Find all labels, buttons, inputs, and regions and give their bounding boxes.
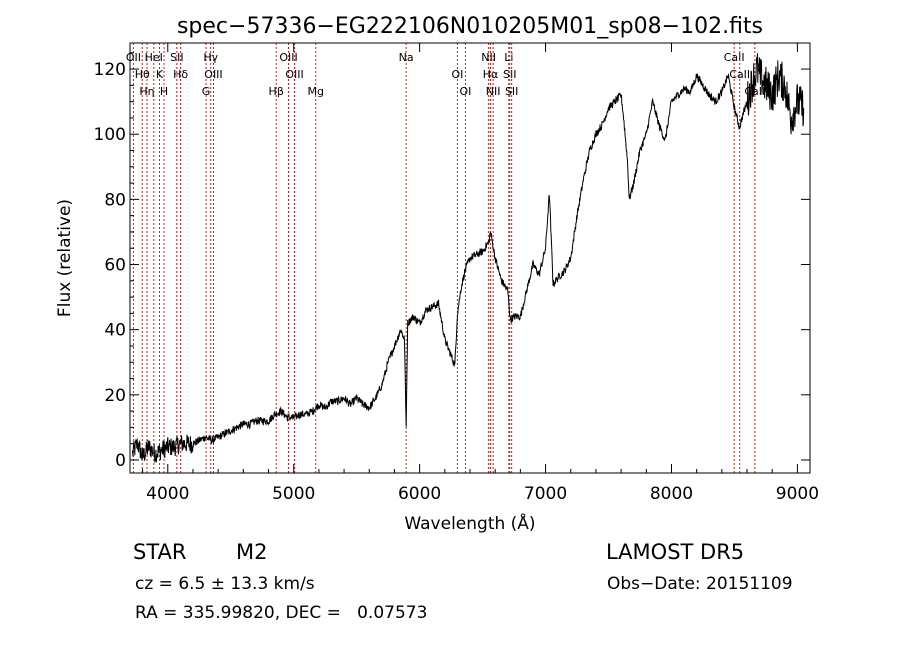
marker-label: Hβ	[269, 85, 284, 98]
marker-label: Li	[504, 51, 513, 64]
marker-label: K	[156, 68, 164, 81]
marker-label: NII	[481, 51, 496, 64]
redshift-readout: cz = 6.5 ± 13.3 km/s	[135, 574, 315, 594]
y-tick-label: 80	[104, 190, 126, 210]
marker-label: G	[202, 85, 211, 98]
marker-label: SII	[170, 51, 183, 64]
marker-label: SII	[503, 68, 516, 81]
x-tick-label: 8000	[650, 484, 693, 504]
marker-label: Mg	[307, 85, 323, 98]
object-subclass: M2	[236, 540, 268, 564]
x-tick-label: 5000	[272, 484, 315, 504]
marker-label: CaII	[724, 51, 745, 64]
marker-label: OIII	[204, 68, 222, 81]
y-tick-label: 100	[94, 125, 126, 145]
axis-ticks: 4000 5000 6000 7000 8000 9000 0 20 40 60 80 100 120	[94, 43, 819, 504]
spectrum-data	[132, 53, 805, 463]
marker-label: HeI	[145, 51, 163, 64]
survey-label: LAMOST DR5	[606, 540, 745, 564]
marker-label: OI	[460, 85, 472, 98]
marker-label: Hγ	[203, 51, 218, 64]
y-tick-label: 120	[94, 60, 126, 80]
x-axis-label: Wavelength (Å)	[404, 512, 535, 534]
y-tick-label: 0	[115, 451, 126, 471]
marker-label: Hα	[483, 68, 499, 81]
x-tick-label: 7000	[524, 484, 567, 504]
y-tick-label: 40	[104, 321, 126, 341]
marker-label: Hη	[139, 85, 154, 98]
marker-label: OIII	[279, 51, 297, 64]
marker-label: OIII	[285, 68, 303, 81]
marker-label: CaII	[729, 68, 750, 81]
chart-title: spec−57336−EG222106N010205M01_sp08−102.f…	[177, 14, 763, 39]
x-tick-label: 9000	[776, 484, 819, 504]
x-tick-label: 6000	[398, 484, 441, 504]
line-markers: OIIHθHηHeIKHSIIHδGHγOIIIHβOIIIOIIIMgNaOI…	[126, 43, 765, 473]
observation-date: Obs−Date: 20151109	[607, 574, 793, 594]
object-class: STAR	[133, 540, 187, 564]
marker-label: NII	[486, 85, 501, 98]
coordinates-readout: RA = 335.99820, DEC = 0.07573	[135, 603, 428, 623]
y-tick-label: 20	[104, 386, 126, 406]
spectrum-line	[132, 53, 805, 463]
marker-label: Na	[399, 51, 414, 64]
x-tick-label: 4000	[146, 484, 189, 504]
marker-label: H	[160, 85, 168, 98]
y-tick-label: 60	[104, 256, 126, 276]
marker-label: OI	[451, 68, 463, 81]
marker-label: SII	[505, 85, 518, 98]
marker-label: Hδ	[173, 68, 188, 81]
y-axis-label: Flux (relative)	[55, 199, 75, 317]
marker-label: Hθ	[135, 68, 150, 81]
